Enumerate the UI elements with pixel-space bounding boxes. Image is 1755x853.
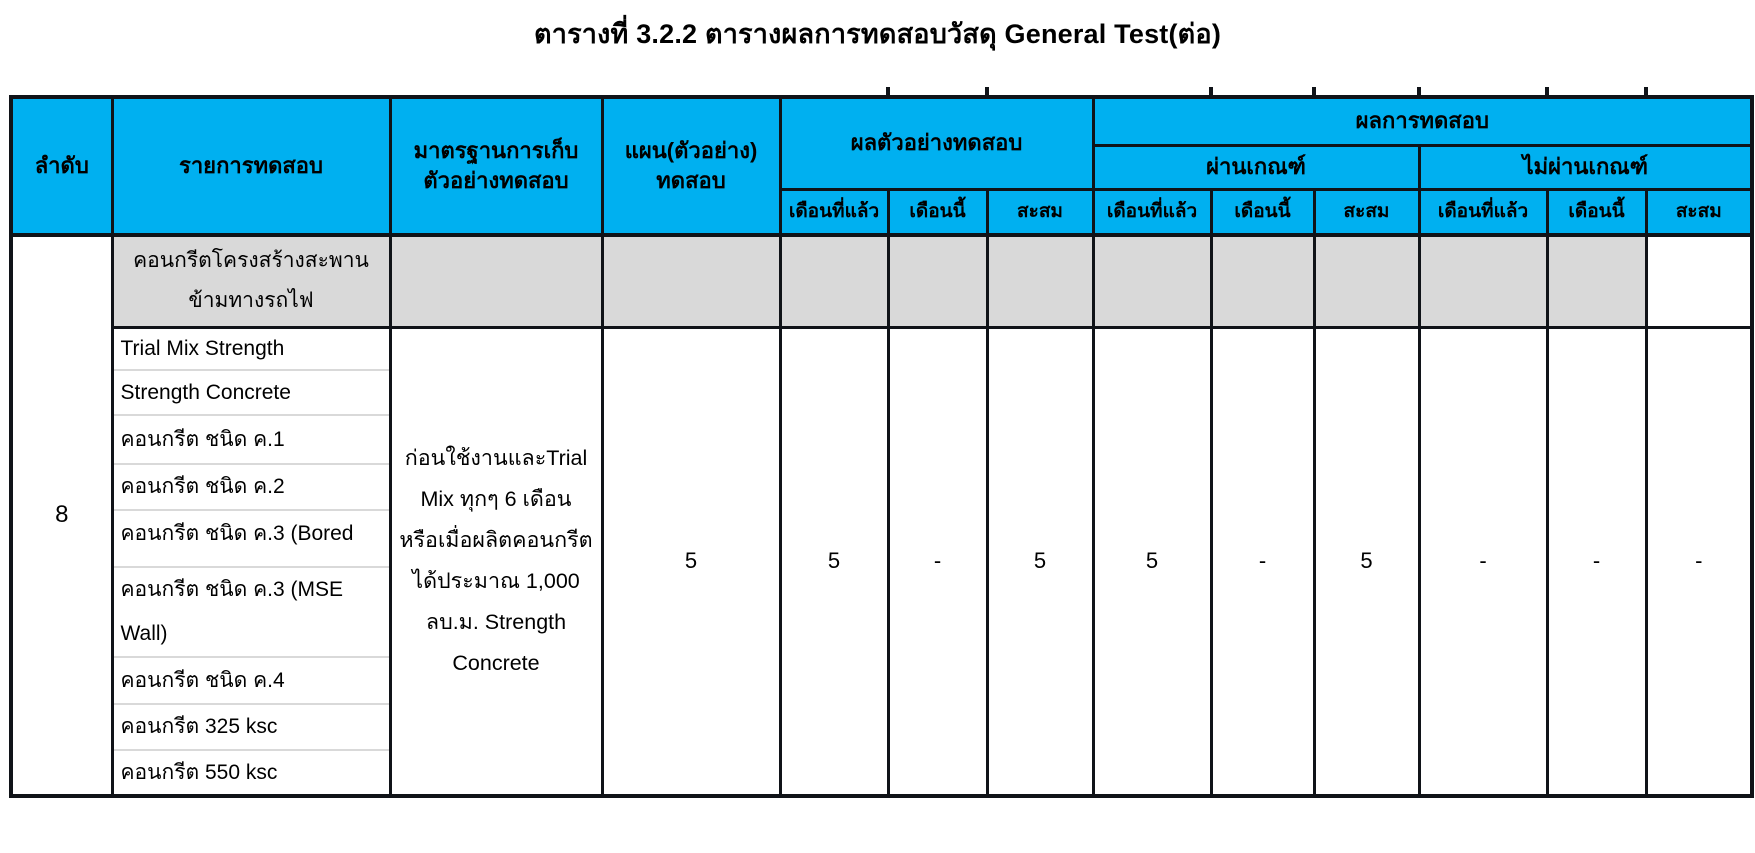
standard-line: Mix ทุกๆ 6 เดือน	[420, 487, 572, 511]
data-row: Trial Mix Strength Strength Concrete คอน…	[11, 325, 1754, 797]
col-header-standard-line1: มาตรฐานการเก็บ	[413, 138, 579, 164]
subcol-pass-last-month: เดือนที่แล้ว	[1091, 187, 1213, 237]
order-number: 8	[9, 233, 114, 797]
group-header-sample-results: ผลตัวอย่างทดสอบ	[778, 95, 1095, 191]
gridline-tick	[1644, 87, 1648, 96]
category-empty-cell	[600, 233, 782, 329]
sample-cumulative-value: 5	[985, 325, 1095, 797]
subcol-sample-cumulative: สะสม	[985, 187, 1095, 237]
col-header-plan-line2: ทดสอบ	[656, 168, 726, 193]
standard-line: ลบ.ม. Strength	[425, 610, 567, 634]
category-empty-cell	[985, 233, 1095, 329]
test-item: คอนกรีต ชนิด ค.2	[115, 462, 387, 509]
pass-cumulative-value: 5	[1312, 325, 1421, 797]
standard-line: ก่อนใช้งานและTrial	[404, 446, 588, 470]
subcol-sample-this-month: เดือนนี้	[886, 187, 989, 237]
test-item: คอนกรีต ชนิด ค.4	[115, 655, 387, 703]
test-items-cell: Trial Mix Strength Strength Concrete คอน…	[110, 325, 392, 797]
standard-line: ได้ประมาณ 1,000	[412, 569, 580, 593]
col-header-test-item: รายการทดสอบ	[110, 95, 392, 237]
fail-last-month-value: -	[1417, 325, 1549, 797]
standard-line: หรือเมื่อผลิตคอนกรีต	[399, 528, 593, 552]
test-item: Trial Mix Strength	[120, 336, 285, 360]
col-header-standard: มาตรฐานการเก็บ ตัวอย่างทดสอบ	[388, 95, 604, 237]
standard-line: Concrete	[452, 651, 540, 675]
group-header-test-results: ผลการทดสอบ	[1091, 95, 1754, 147]
col-header-order: ลำดับ	[9, 95, 114, 237]
sampling-standard-cell: ก่อนใช้งานและTrial Mix ทุกๆ 6 เดือน หรือ…	[388, 325, 604, 797]
category-empty-cell	[388, 233, 604, 329]
plan-value: 5	[600, 325, 782, 797]
gridline-tick	[985, 87, 989, 96]
gridline-tick	[1312, 87, 1316, 96]
pass-this-month-value: -	[1209, 325, 1316, 797]
gridline-tick	[1417, 87, 1421, 96]
category-empty-cell	[1545, 233, 1648, 329]
test-item: คอนกรีต ชนิด ค.3 (MSE Wall)	[115, 565, 387, 656]
test-item: คอนกรีต ชนิด ค.3 (Bored Pile)	[115, 508, 387, 566]
page-title: ตารางที่ 3.2.2 ตารางผลการทดสอบวัสดุ Gene…	[533, 19, 1222, 49]
material-test-results-table: ลำดับ รายการทดสอบ มาตรฐานการเก็บ ตัวอย่า…	[9, 95, 1755, 798]
category-line1: คอนกรีตโครงสร้างสะพาน	[133, 249, 369, 273]
category-empty-cell	[886, 233, 989, 329]
category-empty-cell	[1209, 233, 1316, 329]
category-empty-cell	[778, 233, 890, 329]
col-header-plan-line1: แผน(ตัวอย่าง)	[624, 138, 758, 164]
fail-this-month-value: -	[1545, 325, 1648, 797]
subcol-pass-this-month: เดือนนี้	[1209, 187, 1316, 237]
category-empty-cell	[1091, 233, 1213, 329]
test-item: คอนกรีต ชนิด ค.1	[115, 413, 387, 463]
test-item: Strength Concrete	[115, 368, 387, 414]
col-header-plan: แผน(ตัวอย่าง) ทดสอบ	[600, 95, 782, 237]
subcol-fail-cumulative: สะสม	[1644, 187, 1754, 237]
subcol-pass-cumulative: สะสม	[1312, 187, 1421, 237]
test-item: คอนกรีต 550 ksc	[115, 748, 387, 793]
gridline-tick	[1545, 87, 1549, 96]
pass-last-month-value: 5	[1091, 325, 1213, 797]
group-header-fail: ไม่ผ่านเกณฑ์	[1417, 143, 1754, 191]
category-row: 8 คอนกรีตโครงสร้างสะพาน ข้ามทางรถไฟ	[9, 233, 1752, 797]
category-cell: คอนกรีตโครงสร้างสะพาน ข้ามทางรถไฟ	[110, 233, 392, 329]
subcol-fail-this-month: เดือนนี้	[1545, 187, 1648, 237]
gridline-tick	[886, 87, 890, 96]
sample-this-month-value: -	[886, 325, 989, 797]
category-empty-cell	[1312, 233, 1421, 329]
subcol-fail-last-month: เดือนที่แล้ว	[1417, 187, 1549, 237]
gridline-tick	[1209, 87, 1213, 96]
fail-cumulative-value: -	[1644, 325, 1754, 797]
col-header-standard-line2: ตัวอย่างทดสอบ	[423, 168, 569, 193]
category-line2: ข้ามทางรถไฟ	[188, 289, 314, 313]
group-header-pass: ผ่านเกณฑ์	[1091, 143, 1421, 191]
test-item: คอนกรีต 325 ksc	[115, 702, 387, 749]
subcol-sample-last-month: เดือนที่แล้ว	[778, 187, 890, 237]
sample-last-month-value: 5	[778, 325, 890, 797]
category-empty-cell	[1417, 233, 1549, 329]
